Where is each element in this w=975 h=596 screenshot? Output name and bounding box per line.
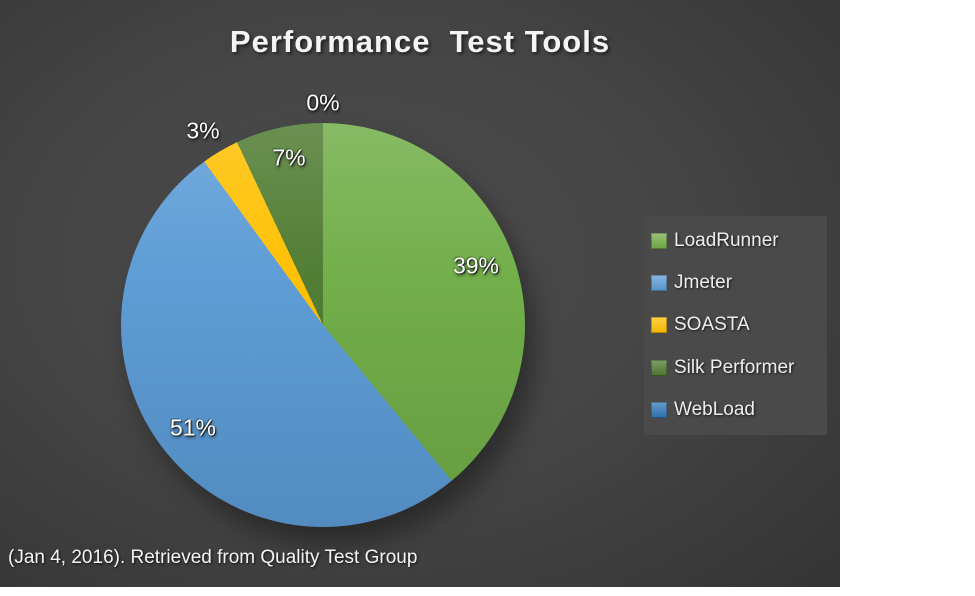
pie-label-loadrunner: 39% <box>452 252 500 279</box>
legend-item-label: WebLoad <box>674 398 755 420</box>
legend-item-label: LoadRunner <box>674 230 779 252</box>
legend-item-label: Silk Performer <box>674 356 795 378</box>
legend-swatch-loadrunner-icon <box>651 233 667 250</box>
legend-swatch-jmeter-icon <box>651 275 667 292</box>
legend-item-label: Jmeter <box>674 272 733 294</box>
legend-item-label: SOASTA <box>674 314 750 336</box>
pie-label-jmeter: 51% <box>169 414 217 441</box>
pie-label-soasta: 3% <box>186 117 220 144</box>
legend-item-webload: WebLoad <box>651 399 827 421</box>
legend-swatch-silk-performer-icon <box>651 359 667 376</box>
legend-swatch-webload-icon <box>651 401 667 418</box>
pie-chart <box>121 123 525 527</box>
legend-item-soasta: SOASTA <box>651 314 827 336</box>
chart-title: Performance Test Tools <box>229 24 611 59</box>
legend-swatch-soasta-icon <box>651 317 667 334</box>
legend-item-jmeter: Jmeter <box>651 272 827 294</box>
slide-background: Performance Test Tools 39% 51% 3% 7% 0% … <box>0 0 840 587</box>
legend-item-loadrunner: LoadRunner <box>651 230 827 252</box>
chart-legend: LoadRunner Jmeter SOASTA Silk Performer … <box>644 216 827 435</box>
legend-item-silk-performer: Silk Performer <box>651 357 827 379</box>
source-caption: (Jan 4, 2016). Retrieved from Quality Te… <box>8 547 418 568</box>
pie-label-silk-performer: 7% <box>272 144 306 171</box>
pie-label-webload: 0% <box>306 89 340 116</box>
